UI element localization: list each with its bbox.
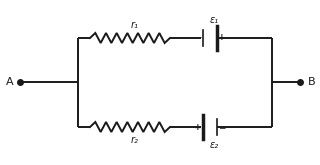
Text: ε₂: ε₂ xyxy=(209,140,219,150)
Text: −: − xyxy=(218,123,226,132)
Text: +: + xyxy=(194,123,202,132)
Text: +: + xyxy=(218,33,226,42)
Text: r₂: r₂ xyxy=(131,135,139,145)
Text: ε₁: ε₁ xyxy=(209,15,219,25)
Text: −: − xyxy=(194,33,202,42)
Text: r₁: r₁ xyxy=(131,20,139,30)
Text: B: B xyxy=(308,77,316,87)
Text: A: A xyxy=(6,77,14,87)
